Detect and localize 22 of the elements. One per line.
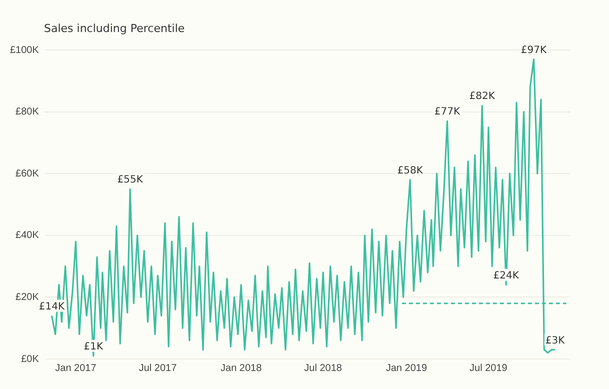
x-tick-label: Jan 2018 [220, 362, 262, 374]
y-tick-label: £100K [10, 44, 40, 56]
data-label: £97K [520, 44, 548, 56]
data-label: £14K [38, 301, 65, 312]
x-tick-label: Jan 2019 [386, 362, 428, 374]
data-label: £55K [117, 174, 144, 186]
y-tick-label: £20K [16, 292, 40, 303]
data-label: £1K [84, 342, 104, 353]
data-label: £77K [434, 106, 460, 118]
y-tick-label: £40K [16, 230, 40, 242]
data-label: £3K [545, 335, 566, 346]
y-tick-label: £80K [16, 106, 40, 118]
data-label: £24K [493, 270, 520, 282]
chart-title: Sales including Percentile [44, 22, 185, 35]
x-tick-label: Jan 2017 [55, 362, 97, 374]
x-tick-label: Jul 2017 [138, 362, 178, 374]
y-tick-label: £0K [21, 354, 40, 365]
x-tick-label: Jul 2018 [304, 362, 342, 374]
y-tick-label: £60K [16, 168, 40, 180]
x-tick-label: Jul 2019 [470, 362, 508, 374]
data-label: £82K [469, 91, 496, 102]
data-label: £58K [397, 165, 424, 176]
